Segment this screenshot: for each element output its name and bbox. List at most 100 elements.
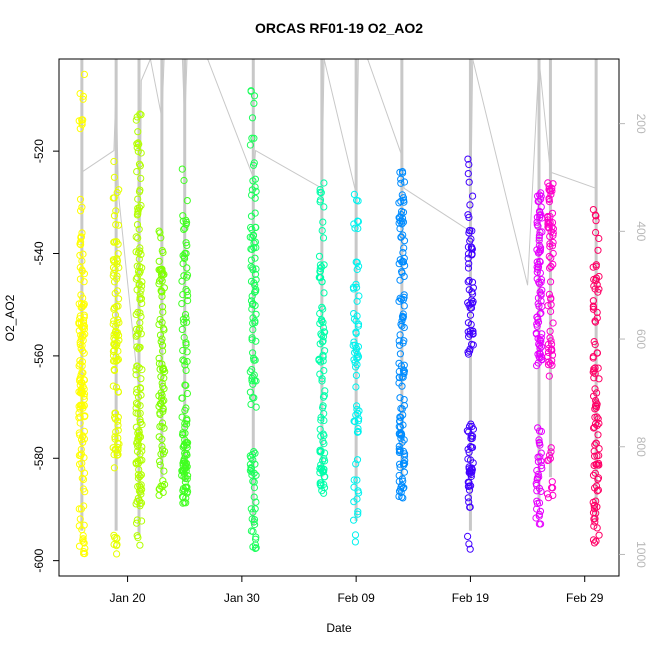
data-point [396,446,404,454]
y-tick-label: -520 [32,139,46,163]
data-point [397,179,405,187]
data-point [183,348,191,356]
data-point [115,295,123,303]
right-tick-label: 800 [634,437,648,457]
data-point [349,341,357,349]
data-point [180,441,188,449]
data-point [75,409,83,417]
data-point [399,218,408,226]
data-point [400,452,409,460]
data-point [594,246,602,254]
data-point [320,455,328,463]
data-point [247,87,255,95]
data-point [138,282,146,290]
data-point [350,310,358,318]
data-point [79,294,87,302]
data-point [161,480,169,489]
data-point [181,254,189,263]
data-point [537,195,545,203]
data-point [535,236,543,245]
data-point [595,234,603,243]
data-point [135,160,144,168]
data-point [469,327,477,335]
y-tick-label: -580 [32,446,46,470]
data-point [79,485,88,493]
data-point [114,444,122,452]
data-point [533,221,541,229]
data-point [351,358,359,367]
data-point [138,278,146,286]
data-point [537,309,545,317]
data-point [396,276,404,284]
data-point [115,264,123,272]
data-point [465,486,474,494]
data-point [248,334,256,342]
data-point [158,419,167,427]
data-point [182,239,190,247]
data-point [79,324,87,332]
data-point [589,368,597,376]
data-point [594,364,602,372]
data-point [135,188,144,196]
data-point [251,460,259,468]
data-point [352,328,360,336]
data-point [137,330,145,338]
data-point [249,543,257,551]
data-point [158,423,166,431]
data-point [158,292,166,300]
data-point [133,385,141,393]
data-point [589,303,598,311]
x-tick-label: Feb 09 [337,591,375,605]
data-point [398,258,406,266]
data-point [536,258,544,266]
data-point [76,515,84,523]
data-point [466,503,474,511]
data-point [133,439,141,447]
data-point [464,350,473,358]
data-point [591,518,599,526]
data-point [133,144,141,152]
data-point [133,519,141,527]
data-point [183,197,191,205]
data-point [467,235,475,243]
data-point [110,173,119,181]
data-point [594,431,602,439]
data-point [248,245,256,254]
data-point [591,385,599,393]
data-point [134,441,143,449]
data-point [156,266,164,274]
data-point [179,212,187,220]
data-point [319,234,328,242]
data-point [465,479,473,487]
data-point [112,322,120,330]
data-point [534,453,542,461]
data-point [250,448,258,456]
data-point [250,99,258,108]
data-point [465,540,473,548]
data-point [252,498,260,506]
data-point [250,493,258,501]
data-point [593,421,601,429]
data-point [538,286,546,294]
data-point [315,356,323,364]
data-point [114,355,123,364]
data-point [248,336,256,344]
data-point [247,400,255,408]
data-point [399,411,407,419]
data-point [137,250,145,258]
data-point [353,476,361,484]
data-point [180,333,188,342]
data-point [111,336,119,344]
data-point [591,515,599,523]
x-tick-label: Jan 30 [224,591,260,605]
data-point [592,276,600,284]
data-point [318,331,326,339]
data-point [595,419,603,428]
data-point [159,477,167,485]
data-point [136,247,144,255]
data-point [591,318,600,326]
data-point [159,365,167,373]
data-point [466,347,474,355]
data-point [536,288,544,296]
data-point [182,314,190,322]
